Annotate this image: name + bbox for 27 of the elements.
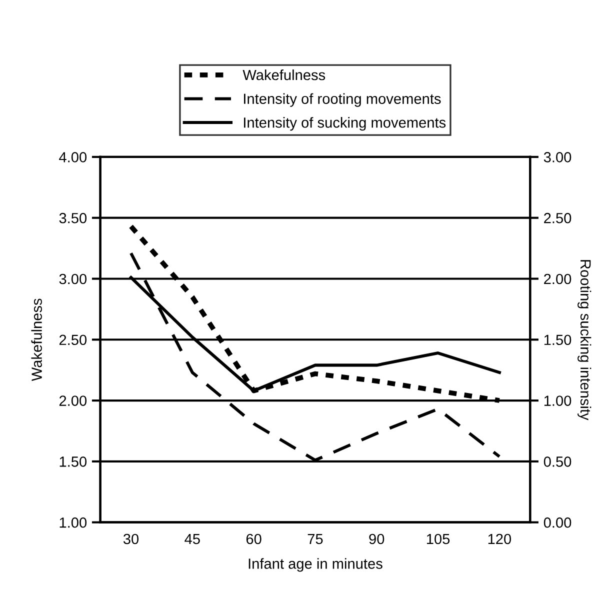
x-tick-label: 120 <box>488 534 512 544</box>
y-tick-label: 1.00 <box>60 517 87 528</box>
y-axis-title: Wakefulness <box>31 298 42 382</box>
y-tick-label: 2.00 <box>59 396 87 406</box>
legend-label: Intensity of sucking movements <box>244 117 446 131</box>
y2-tick-label: 0.50 <box>544 456 572 467</box>
y2-tick-label: 3.00 <box>544 152 572 162</box>
y-tick-label: 3.50 <box>59 212 87 224</box>
x-tick-label: 90 <box>369 534 384 544</box>
y2-tick-label: 1.00 <box>544 396 572 406</box>
y-tick-label: 4.00 <box>59 152 87 162</box>
y-tick-label: 1.50 <box>60 456 87 467</box>
x-tick-label: 105 <box>426 534 450 544</box>
y2-axis-title: Rooting sucking intensity <box>578 260 592 420</box>
y2-tick-label: 2.50 <box>544 212 572 224</box>
legend-label: Wakefulness <box>242 69 326 80</box>
x-tick-label: 60 <box>246 534 262 544</box>
legend-label: Intensity of rooting movements <box>244 93 441 107</box>
y2-tick-label: 0.00 <box>544 517 572 528</box>
y2-tick-label: 1.50 <box>544 334 572 346</box>
x-tick-label: 45 <box>184 534 200 544</box>
x-axis-title: Infant age in minutes <box>248 558 382 572</box>
y2-tick-label: 2.00 <box>544 274 572 284</box>
x-tick-label: 30 <box>123 534 139 544</box>
y-tick-label: 2.50 <box>59 334 87 346</box>
x-tick-label: 75 <box>308 534 323 544</box>
y-tick-label: 3.00 <box>59 274 87 284</box>
